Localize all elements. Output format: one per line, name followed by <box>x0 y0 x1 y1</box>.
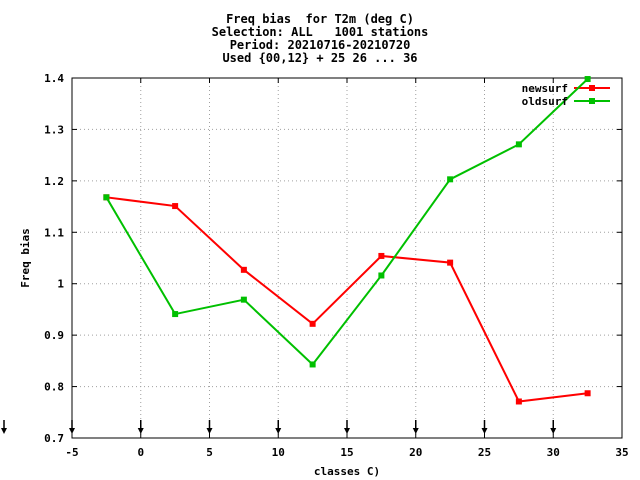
legend-label-newsurf: newsurf <box>522 82 568 95</box>
data-point-newsurf <box>172 203 179 210</box>
y-tick-label: 1.1 <box>44 226 64 239</box>
arrow-marker-head <box>481 428 488 434</box>
x-tick-label: 25 <box>478 446 491 459</box>
legend-marker-newsurf <box>589 85 595 91</box>
data-point-newsurf <box>378 252 385 259</box>
data-point-oldsurf <box>378 272 385 279</box>
series-line-newsurf <box>106 196 588 403</box>
arrow-marker-head <box>275 428 282 434</box>
data-point-newsurf <box>515 398 522 405</box>
arrow-marker-head <box>344 428 350 434</box>
legend-marker-oldsurf <box>589 98 595 104</box>
arrow-marker-head <box>550 428 557 434</box>
data-point-oldsurf <box>240 296 247 303</box>
data-point-newsurf <box>240 266 247 273</box>
x-tick-label: 5 <box>206 446 213 459</box>
y-tick-label: 1 <box>57 278 64 291</box>
y-tick-label: 1.2 <box>44 175 64 188</box>
data-point-newsurf <box>447 259 454 266</box>
data-point-oldsurf <box>172 311 179 318</box>
x-tick-label: 20 <box>409 446 422 459</box>
y-tick-label: 0.8 <box>44 381 64 394</box>
arrow-marker-head <box>137 428 144 434</box>
data-point-oldsurf <box>584 76 591 83</box>
data-point-newsurf <box>584 390 591 397</box>
chart-title-line-1: Freq bias for T2m (deg C) <box>226 12 414 26</box>
data-point-newsurf <box>309 320 316 327</box>
data-point-oldsurf <box>309 361 316 368</box>
x-tick-label: 10 <box>272 446 285 459</box>
y-tick-label: 1.3 <box>44 123 64 136</box>
y-tick-label: 0.9 <box>44 329 64 342</box>
y-tick-label: 0.7 <box>44 432 64 445</box>
data-point-oldsurf <box>447 176 454 183</box>
legend-label-oldsurf: oldsurf <box>522 95 568 108</box>
x-tick-label: 0 <box>137 446 144 459</box>
x-tick-label: -5 <box>65 446 78 459</box>
y-tick-label: 1.4 <box>44 72 64 85</box>
data-point-oldsurf <box>103 194 110 201</box>
series-line-oldsurf <box>105 78 589 366</box>
arrow-marker-head <box>69 428 75 434</box>
chart-title-line-2: Selection: ALL 1001 stations <box>211 25 429 39</box>
x-tick-label: 30 <box>547 446 560 459</box>
x-tick-label: 15 <box>340 446 353 459</box>
arrow-marker-head <box>1 428 7 434</box>
x-tick-label: 35 <box>615 446 628 459</box>
data-point-oldsurf <box>515 141 522 148</box>
y-axis-label: Freq bias <box>19 228 32 288</box>
arrow-marker-head <box>206 428 213 434</box>
chart-title-line-4: Used {00,12} + 25 26 ... 36 <box>222 51 418 65</box>
x-axis-label: classes C) <box>314 465 380 478</box>
chart-title-line-3: Period: 20210716-20210720 <box>229 38 411 52</box>
arrow-marker-head <box>412 428 419 434</box>
